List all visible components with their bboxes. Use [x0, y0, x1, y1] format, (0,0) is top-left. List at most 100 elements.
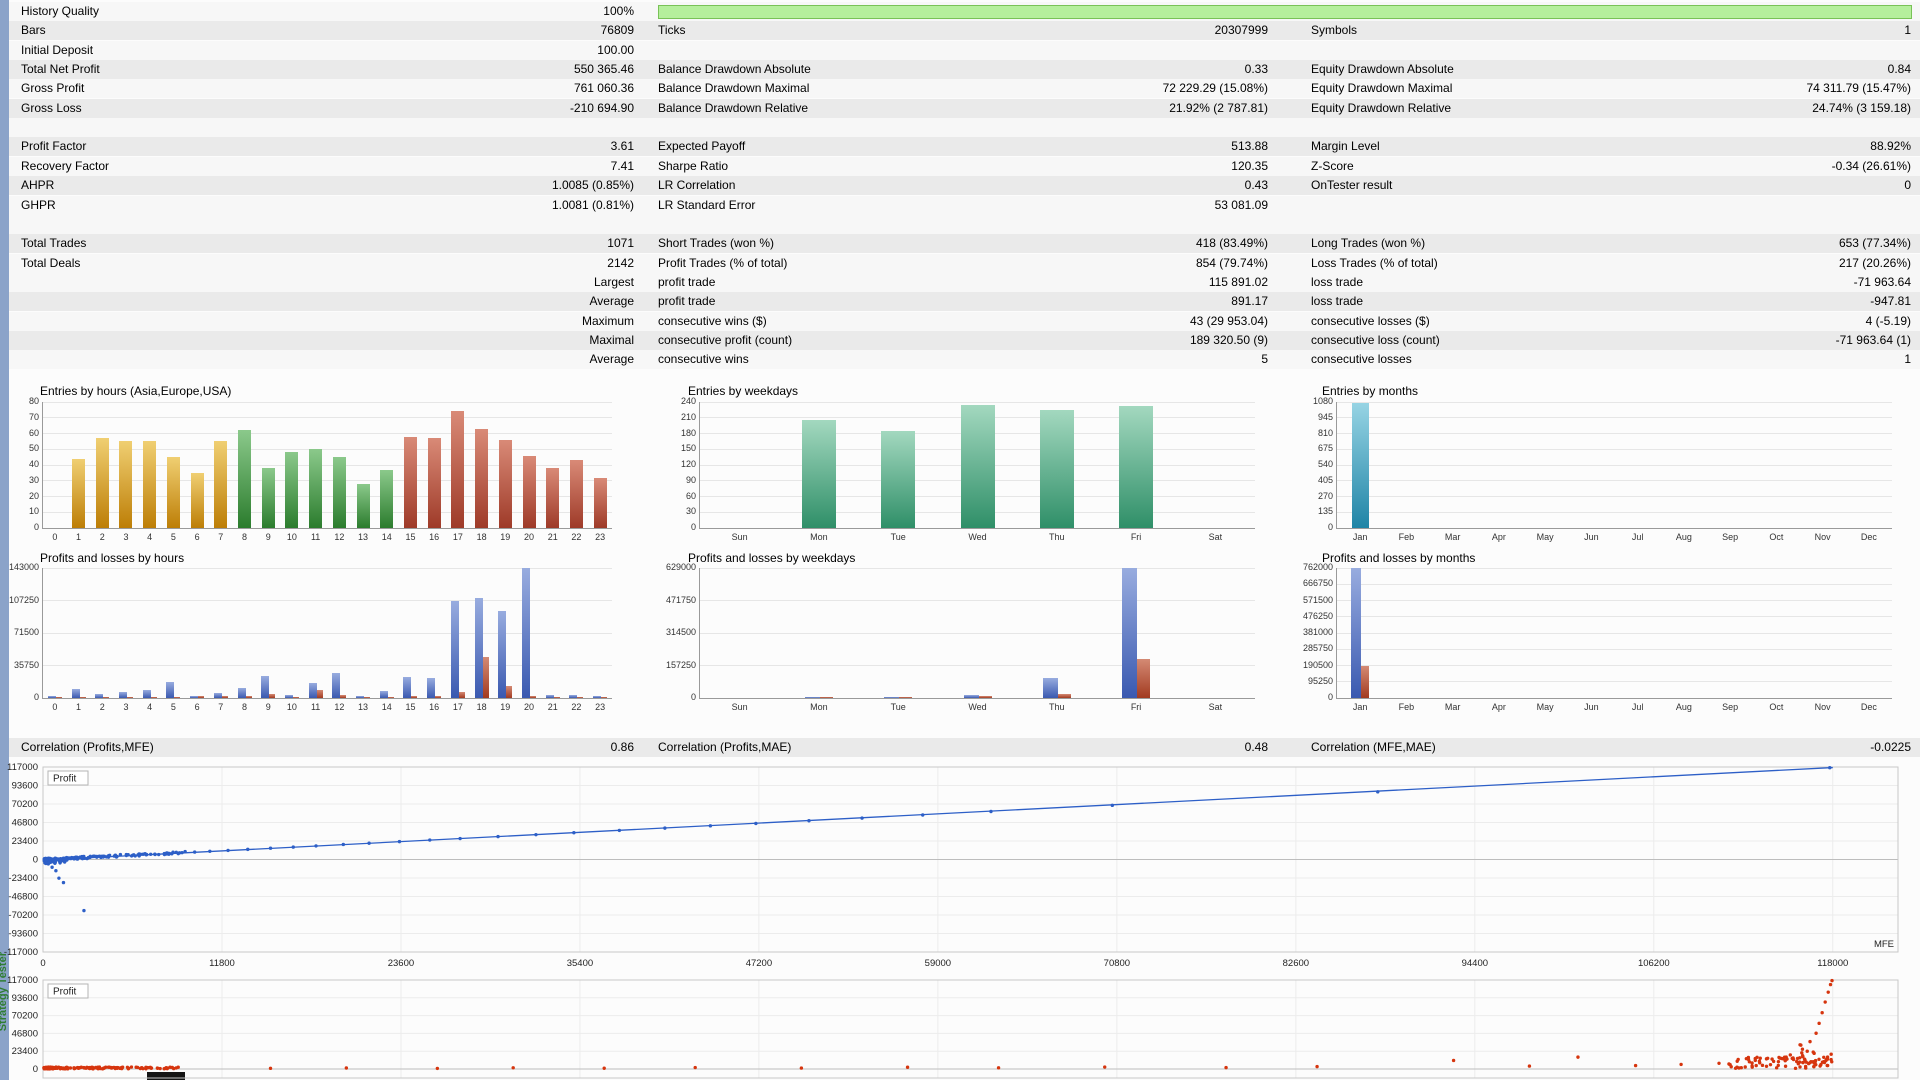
- data-point: [1809, 1060, 1813, 1064]
- data-point: [61, 858, 66, 863]
- y-tick-label: -70200: [8, 910, 38, 921]
- data-point: [1768, 1062, 1773, 1067]
- data-point: [291, 845, 295, 849]
- data-point: [46, 857, 50, 862]
- data-point: [1803, 1064, 1808, 1069]
- stat-value: 2142: [607, 256, 634, 270]
- data-point: [59, 859, 63, 863]
- data-point: [143, 852, 147, 856]
- data-point: [62, 860, 67, 864]
- data-point: [1633, 1063, 1638, 1068]
- data-point: [44, 857, 49, 861]
- stat-value: 20307999: [1214, 23, 1268, 37]
- data-point: [1829, 1057, 1833, 1062]
- x-tick-label: Sun: [731, 702, 748, 712]
- data-point: [72, 1066, 76, 1070]
- loss-bar: [411, 696, 418, 698]
- data-point: [44, 1065, 48, 1070]
- stat-label: consecutive profit (count): [658, 333, 793, 347]
- x-tick-label: 2: [99, 702, 105, 712]
- x-tick-label: 0: [52, 702, 58, 712]
- data-point: [148, 852, 153, 856]
- data-point: [82, 1065, 86, 1070]
- data-point: [102, 1066, 106, 1070]
- profit-bar: [1122, 568, 1138, 698]
- y-tick-label: 117000: [7, 762, 38, 773]
- data-point: [50, 858, 55, 862]
- loss-bar: [899, 697, 913, 698]
- data-point: [1825, 1063, 1830, 1068]
- data-point: [1806, 1061, 1811, 1066]
- data-point: [43, 859, 47, 863]
- data-point: [65, 1066, 70, 1070]
- x-tick-label: 106200: [1638, 958, 1670, 969]
- stat-label: Profit Trades (% of total): [658, 256, 788, 270]
- data-point: [86, 1066, 90, 1070]
- stat-label: Expected Payoff: [658, 139, 746, 153]
- data-point: [46, 858, 50, 862]
- y-tick-label: 93600: [12, 993, 38, 1004]
- data-point: [192, 850, 197, 854]
- data-point: [1798, 1065, 1802, 1069]
- data-point: [171, 1066, 176, 1071]
- data-point: [1830, 1060, 1834, 1064]
- data-point: [95, 1066, 99, 1070]
- x-tick-label: 14: [381, 702, 392, 712]
- gridline: [43, 433, 612, 434]
- data-point: [81, 855, 85, 859]
- profit-bar: [95, 694, 104, 698]
- data-point: [144, 853, 148, 857]
- x-tick-label: 6: [194, 702, 200, 712]
- data-point: [1823, 1000, 1827, 1004]
- data-point: [1811, 1060, 1815, 1064]
- data-point: [84, 1066, 88, 1070]
- x-tick-label: 22: [571, 532, 582, 542]
- data-point: [1822, 1060, 1826, 1064]
- x-tick-label: Apr: [1491, 702, 1506, 712]
- data-point: [72, 1066, 77, 1070]
- gridline: [43, 600, 612, 601]
- data-point: [42, 858, 46, 863]
- data-point: [45, 858, 49, 863]
- data-point: [1743, 1065, 1747, 1069]
- stats-row: Gross Loss -210 694.90 Balance Drawdown Re…: [9, 99, 1920, 118]
- stat-value: 21.92% (2 787.81): [1169, 101, 1268, 115]
- stat-value: 1: [1904, 23, 1911, 37]
- data-point: [82, 908, 86, 913]
- x-tick-label: 0: [52, 532, 58, 542]
- x-tick-label: 16: [429, 702, 440, 712]
- data-point: [107, 854, 111, 858]
- data-point: [174, 1066, 178, 1070]
- panel-left-edge: Strategy Tester: [0, 0, 9, 1080]
- y-tick-label: 540: [1317, 459, 1333, 469]
- y-tick-label: 46800: [12, 1028, 38, 1039]
- data-point: [67, 856, 71, 860]
- data-point: [62, 1066, 67, 1071]
- data-point: [56, 1065, 60, 1070]
- data-point: [58, 859, 62, 863]
- data-point: [42, 1065, 46, 1070]
- data-point: [58, 859, 63, 863]
- entry-bar: [522, 455, 536, 528]
- data-point: [65, 1065, 69, 1070]
- x-tick-label: 19: [500, 532, 511, 542]
- strategy-tester-tab-label[interactable]: Strategy Tester: [0, 952, 9, 1032]
- data-point: [59, 857, 63, 861]
- data-point: [118, 1066, 122, 1071]
- x-tick-label: 70800: [1104, 958, 1130, 969]
- stat-label: Profit Factor: [21, 139, 87, 153]
- data-point: [617, 828, 622, 833]
- y-tick-label: 30: [685, 506, 696, 517]
- data-point: [54, 857, 59, 861]
- data-point: [52, 1065, 56, 1070]
- stat-value: -71 963.64: [1853, 275, 1911, 289]
- data-point: [102, 854, 107, 859]
- y-tick-label: 30: [28, 474, 39, 485]
- data-point: [48, 856, 52, 861]
- gridline: [1337, 616, 1892, 618]
- x-tick-label: 3: [123, 532, 129, 542]
- data-point: [98, 1066, 102, 1071]
- data-point: [51, 1065, 55, 1070]
- data-point: [54, 1066, 58, 1070]
- y-tick-label: 270: [1317, 490, 1333, 501]
